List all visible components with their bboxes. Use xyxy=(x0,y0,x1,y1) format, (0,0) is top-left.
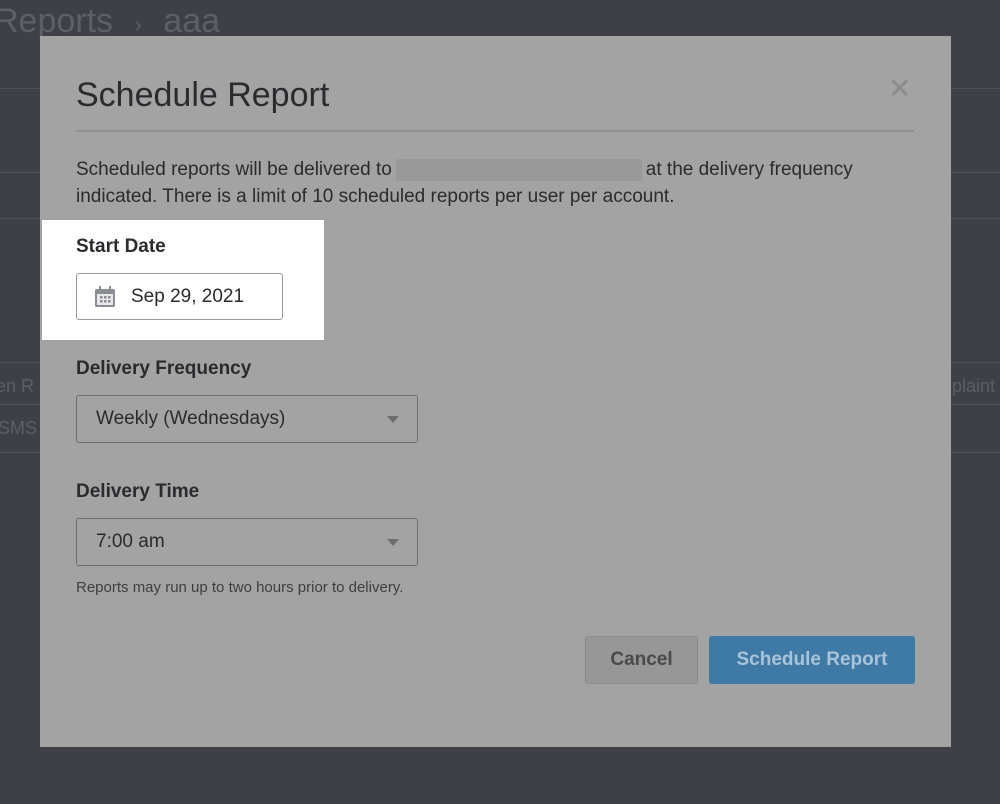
start-date-input[interactable]: Sep 29, 2021 xyxy=(76,273,283,320)
redacted-email xyxy=(395,158,642,181)
delivery-frequency-value: Weekly (Wednesdays) xyxy=(96,408,286,429)
description-text: Scheduled reports will be delivered to xyxy=(76,159,392,180)
breadcrumb-current: aaa xyxy=(163,2,221,40)
close-icon[interactable]: ✕ xyxy=(888,73,912,104)
chevron-down-icon xyxy=(387,539,399,546)
divider xyxy=(76,130,914,132)
modal-description: Scheduled reports will be delivered to at… xyxy=(76,156,926,210)
delivery-time-label: Delivery Time xyxy=(76,481,200,502)
delivery-time-select[interactable]: 7:00 am xyxy=(76,518,418,566)
description-text-rest: at the delivery frequency indicated. The… xyxy=(76,159,853,207)
delivery-time-hint: Reports may run up to two hours prior to… xyxy=(76,579,404,596)
start-date-label: Start Date xyxy=(76,236,166,257)
schedule-report-modal: Schedule Report ✕ Scheduled reports will… xyxy=(40,36,951,747)
modal-title: Schedule Report xyxy=(76,76,330,114)
table-cell: en R xyxy=(0,376,35,396)
delivery-time-value: 7:00 am xyxy=(96,531,165,552)
breadcrumb-separator: › xyxy=(134,12,142,37)
cancel-button[interactable]: Cancel xyxy=(585,636,698,684)
schedule-report-button[interactable]: Schedule Report xyxy=(709,636,915,684)
delivery-frequency-label: Delivery Frequency xyxy=(76,358,252,379)
table-cell: SMS xyxy=(0,418,38,438)
calendar-icon xyxy=(95,285,115,307)
breadcrumb: Reports › aaa xyxy=(0,2,220,41)
start-date-value: Sep 29, 2021 xyxy=(131,285,245,307)
table-cell: plaint xyxy=(952,376,996,396)
chevron-down-icon xyxy=(387,416,399,423)
delivery-frequency-select[interactable]: Weekly (Wednesdays) xyxy=(76,395,418,443)
breadcrumb-reports[interactable]: Reports xyxy=(0,2,114,40)
